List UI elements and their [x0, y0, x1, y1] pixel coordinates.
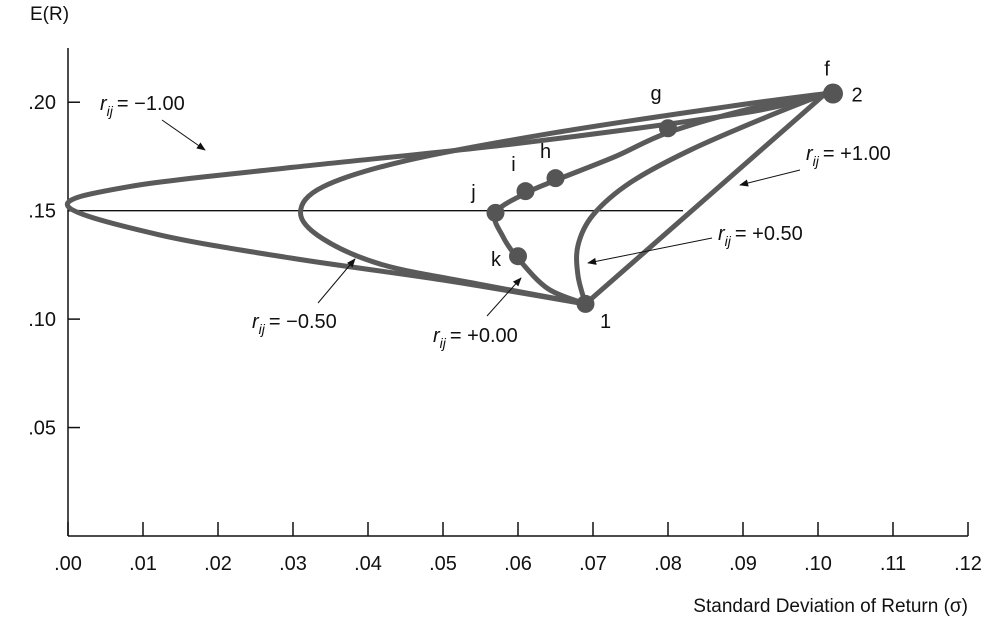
x-tick-label: .04	[354, 553, 382, 575]
correlation-value: = −1.00	[117, 93, 185, 115]
curve-corr-neg-0-5	[298, 91, 828, 307]
x-tick-label: .10	[804, 553, 832, 575]
correlation-symbol: r	[252, 311, 260, 333]
x-tick-label: .08	[654, 553, 682, 575]
correlation-value: = +0.50	[735, 223, 803, 245]
correlation-label: rij = +1.00	[806, 143, 891, 169]
curve-corr-neg-1	[65, 91, 828, 307]
curve-corr-pos-1	[583, 91, 828, 307]
x-tick-label: .07	[579, 553, 607, 575]
y-axis-title: E(R)	[30, 4, 69, 25]
correlation-label: rij = −1.00	[100, 93, 185, 119]
correlation-value: = −0.50	[269, 311, 337, 333]
correlation-label: rij = +0.00	[433, 325, 518, 351]
point-label-1: 1	[600, 311, 611, 333]
correlation-value: = +0.00	[450, 325, 518, 347]
curves-layer	[65, 91, 828, 307]
x-axis-title: Standard Deviation of Return (σ)	[693, 596, 968, 617]
x-tick-label: .02	[204, 553, 232, 575]
point-label-k: k	[491, 249, 502, 271]
portfolio-point-1	[576, 294, 595, 313]
correlation-subscript: ij	[259, 321, 266, 337]
annotation-arrow	[587, 237, 713, 265]
correlation-symbol: r	[100, 93, 108, 115]
x-tick-label: .12	[954, 553, 982, 575]
correlation-symbol: r	[433, 325, 441, 347]
correlation-value: = +1.00	[823, 143, 891, 165]
y-tick-label: .10	[28, 309, 56, 331]
x-tick-label: .06	[504, 553, 532, 575]
x-tick-label: .03	[279, 553, 307, 575]
point-label-i: i	[511, 154, 515, 176]
y-tick-label: .15	[28, 201, 56, 223]
portfolio-point-2	[823, 83, 843, 104]
correlation-symbol: r	[718, 223, 726, 245]
portfolio-point-g	[659, 119, 677, 138]
correlation-symbol: r	[806, 143, 814, 165]
x-tick-label: .01	[129, 553, 157, 575]
annotation-arrow	[486, 277, 522, 317]
point-label-h: h	[540, 141, 551, 163]
correlation-subscript: ij	[725, 233, 732, 249]
annotation-arrow	[739, 169, 801, 187]
point-label-g: g	[650, 83, 661, 105]
x-tick-label: .05	[429, 553, 457, 575]
x-tick-label: .00	[54, 553, 82, 575]
y-tick-label: .05	[28, 418, 56, 440]
x-tick-label: .11	[880, 553, 906, 575]
annotation-arrow	[161, 119, 206, 151]
correlation-subscript: ij	[813, 153, 820, 169]
correlation-label: rij = +0.50	[718, 223, 803, 249]
point-label-f: f	[824, 59, 830, 81]
portfolio-point-k	[509, 247, 527, 266]
portfolio-point-h	[546, 169, 565, 188]
correlation-label: rij = −0.50	[252, 311, 337, 337]
y-tick-label: .20	[28, 92, 56, 114]
annotation-arrow	[317, 258, 356, 304]
ticks-layer: .00 .01 .02 .03 .04 .05 .06 .07 .08 .09 .10 .11 .12.…	[28, 92, 982, 575]
curve-corr-pos-0-5	[574, 91, 828, 307]
portfolio-point-j	[486, 203, 505, 222]
portfolio-point-i	[516, 182, 535, 201]
point-label-2: 2	[851, 85, 862, 107]
x-tick-label: .09	[729, 553, 757, 575]
point-label-j: j	[470, 182, 475, 204]
correlation-subscript: ij	[107, 103, 114, 119]
correlation-subscript: ij	[440, 335, 447, 351]
